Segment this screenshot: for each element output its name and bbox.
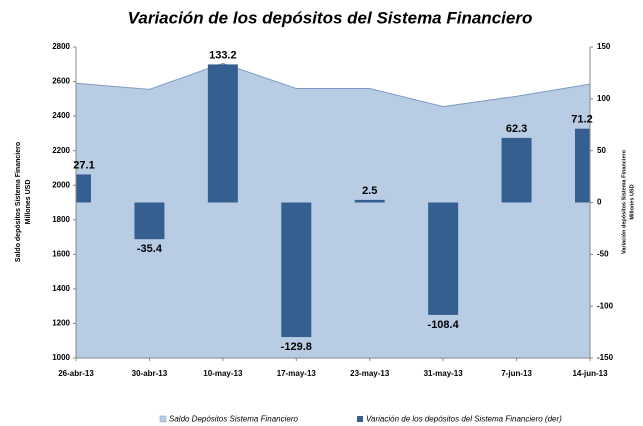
y2-tick-label: 50 xyxy=(597,146,606,155)
y-tick-label: 1800 xyxy=(52,215,70,224)
y-tick-label: 1400 xyxy=(52,284,70,293)
x-tick-label: 7-jun-13 xyxy=(501,369,532,378)
bar xyxy=(207,64,238,203)
y2-axis-title: Variación depósitos Sistema Financiero M… xyxy=(621,149,635,254)
y-tick-label: 2600 xyxy=(52,77,70,86)
x-tick-label: 30-abr-13 xyxy=(132,369,168,378)
y2-tick-label: -150 xyxy=(597,353,614,362)
y-tick-label: 1600 xyxy=(52,249,70,258)
legend-label: Saldo Depósitos Sistema Financiero xyxy=(169,415,299,424)
x-tick-label: 14-jun-13 xyxy=(572,369,608,378)
data-label: -35.4 xyxy=(137,243,163,255)
legend-label: Variación de los depósitos del Sistema F… xyxy=(366,415,562,424)
y2-tick-label: 0 xyxy=(597,198,602,207)
x-tick-label: 23-may-13 xyxy=(350,369,390,378)
bar xyxy=(76,174,91,203)
y-tick-label: 1000 xyxy=(52,353,70,362)
data-label: 71.2 xyxy=(571,114,592,126)
y2-tick-label: -100 xyxy=(597,301,614,310)
area xyxy=(76,63,590,358)
bar xyxy=(428,202,459,315)
y-tick-label: 2800 xyxy=(52,42,70,51)
bar xyxy=(501,137,532,203)
y-tick-label: 1200 xyxy=(52,319,70,328)
area-line xyxy=(76,62,590,108)
data-label: -129.8 xyxy=(281,341,312,353)
legend-swatch xyxy=(159,415,167,423)
y2-tick-label: 150 xyxy=(597,42,611,51)
y2-tick-label: -50 xyxy=(597,249,609,258)
x-tick-label: 26-abr-13 xyxy=(58,369,94,378)
bar xyxy=(134,202,165,240)
data-label: 62.3 xyxy=(506,123,527,135)
bar xyxy=(575,128,590,203)
y2-axis-title-line: Variación depósitos Sistema Financiero xyxy=(621,149,627,254)
y-tick-label: 2200 xyxy=(52,146,70,155)
x-tick-label: 31-may-13 xyxy=(424,369,464,378)
chart-title: Variación de los depósitos del Sistema F… xyxy=(128,8,533,27)
data-label: 2.5 xyxy=(362,185,377,197)
data-label: 27.1 xyxy=(73,159,94,171)
bar xyxy=(354,199,385,203)
y2-axis-title-line: Millones USD xyxy=(629,184,635,219)
data-label: 133.2 xyxy=(209,49,237,61)
legend-swatch xyxy=(357,416,363,422)
y-axis-title-line: Millones USD xyxy=(25,180,32,225)
bar xyxy=(281,202,312,338)
data-label: -108.4 xyxy=(428,319,460,331)
x-tick-label: 17-may-13 xyxy=(277,369,317,378)
y-tick-label: 2000 xyxy=(52,180,70,189)
x-tick-label: 10-may-13 xyxy=(203,369,243,378)
y2-tick-label: 100 xyxy=(597,94,611,103)
y-tick-label: 2400 xyxy=(52,111,70,120)
y-axis-title: Saldo depósitos Sistema Financiero Millo… xyxy=(15,142,32,262)
y-axis-title-line: Saldo depósitos Sistema Financiero xyxy=(15,142,22,262)
plot-area xyxy=(76,62,590,358)
